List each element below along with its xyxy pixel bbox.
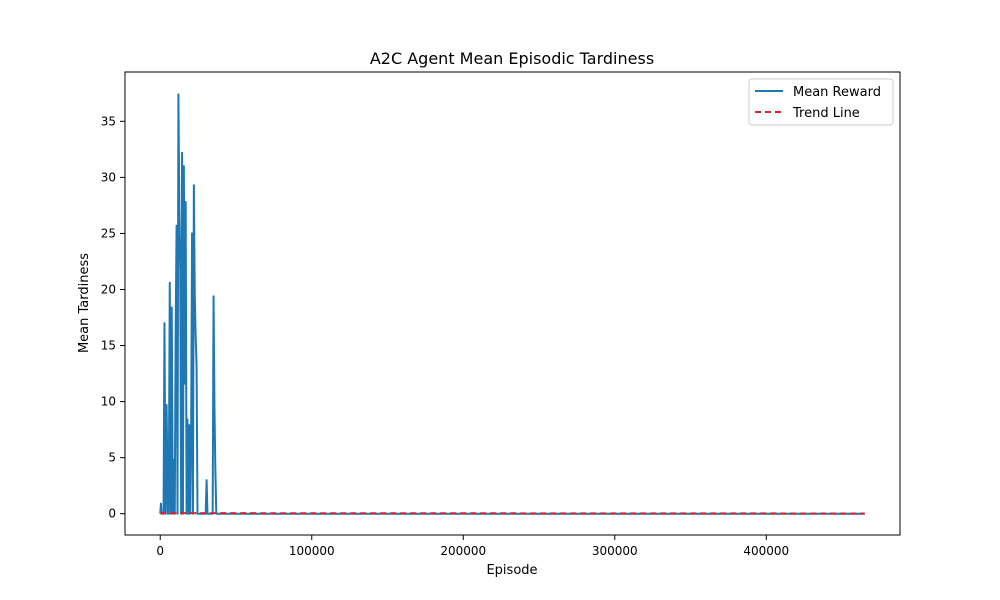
x-tick-label: 200000 [440,544,486,558]
legend-label-trend-line: Trend Line [792,106,860,121]
y-tick-label: 20 [101,282,116,296]
x-tick-label: 300000 [592,544,638,558]
y-tick-label: 25 [101,226,116,240]
y-axis-label: Mean Tardiness [77,253,92,353]
chart-title: A2C Agent Mean Episodic Tardiness [370,49,654,68]
legend: Mean Reward Trend Line [748,78,894,126]
legend-box [748,78,894,126]
y-tick-label: 10 [101,395,116,409]
y-tick-label: 15 [101,339,116,353]
y-tick-label: 35 [101,114,116,128]
y-tick-label: 30 [101,170,116,184]
y-axis: 0 5 10 15 20 25 30 35 [101,114,125,521]
series-layer [159,93,865,515]
plot-frame [124,71,901,536]
x-tick-label: 100000 [289,544,335,558]
y-tick-label: 0 [108,507,116,521]
x-tick-label: 0 [156,544,164,558]
plot-area [124,71,901,536]
x-axis-label: Episode [486,563,537,578]
x-axis: 0 100000 200000 300000 400000 [156,535,789,558]
y-tick-label: 5 [108,451,116,465]
legend-label-mean-reward: Mean Reward [793,85,881,100]
x-tick-label: 400000 [743,544,789,558]
